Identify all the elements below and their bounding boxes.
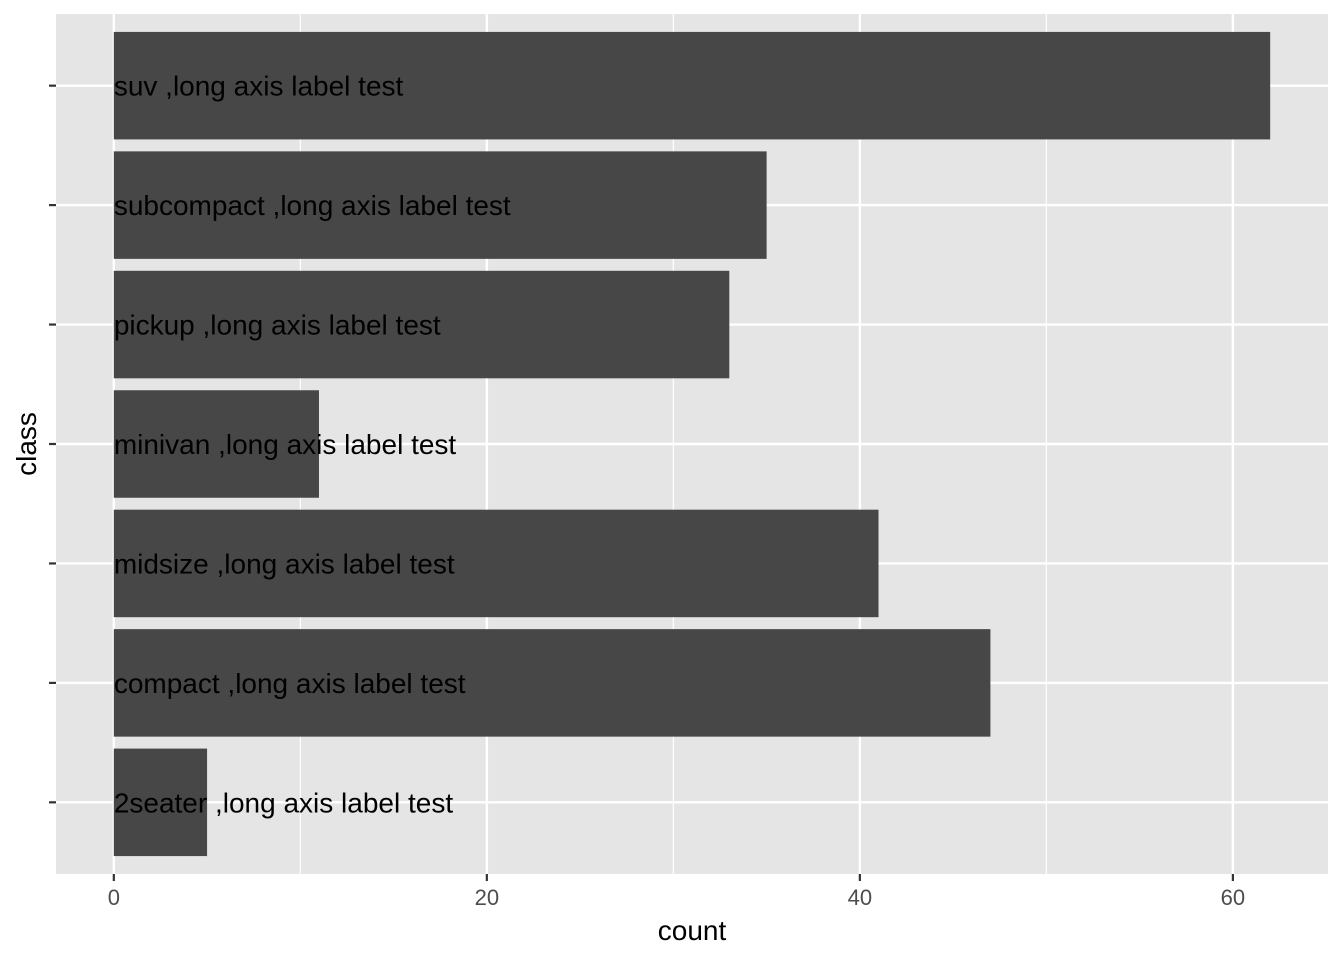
- x-tick-label: 60: [1221, 885, 1245, 910]
- bar-label-midsize: midsize ,long axis label test: [114, 548, 455, 579]
- bar-label-pickup: pickup ,long axis label test: [114, 310, 441, 341]
- y-axis-ticks: [49, 84, 56, 804]
- bar-suv: [113, 31, 1271, 140]
- bar-minivan: [113, 390, 319, 498]
- x-tick-label: 40: [848, 885, 872, 910]
- bar-pickup: [113, 270, 730, 379]
- bar-compact: [113, 629, 991, 737]
- bars: [113, 31, 1271, 857]
- bar-2seater: [113, 748, 208, 857]
- x-tick-label: 20: [475, 885, 499, 910]
- bar-label-subcompact: subcompact ,long axis label test: [114, 190, 511, 221]
- bar-subcompact: [113, 151, 767, 259]
- bar-label-minivan: minivan ,long axis label test: [114, 429, 457, 460]
- x-axis-title: count: [658, 915, 727, 946]
- bar-label-compact: compact ,long axis label test: [114, 668, 466, 699]
- bar-label-suv: suv ,long axis label test: [114, 71, 404, 102]
- x-tick-label: 0: [108, 885, 120, 910]
- y-axis-title: class: [11, 412, 42, 476]
- bar-label-2seater: 2seater ,long axis label test: [114, 787, 454, 818]
- x-axis-ticks: 0 20 40 60: [108, 874, 1245, 910]
- bar-midsize: [113, 509, 879, 618]
- bar-labels: 2seater ,long axis label test compact ,lo…: [114, 71, 511, 819]
